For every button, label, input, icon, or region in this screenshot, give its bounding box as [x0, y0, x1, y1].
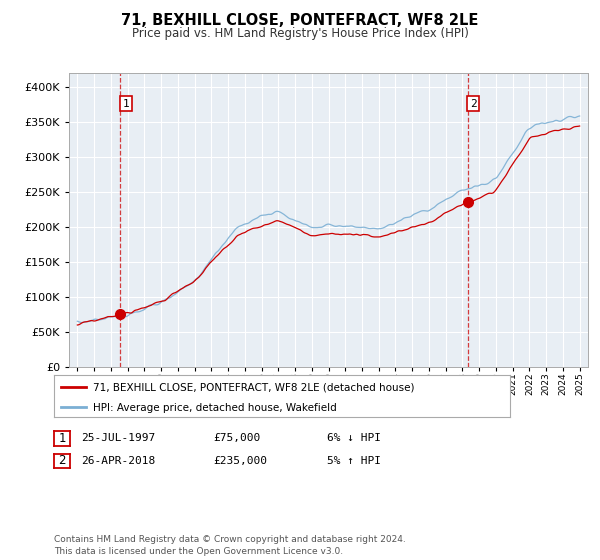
Text: 25-JUL-1997: 25-JUL-1997 [81, 433, 155, 444]
Text: 6% ↓ HPI: 6% ↓ HPI [327, 433, 381, 444]
Text: HPI: Average price, detached house, Wakefield: HPI: Average price, detached house, Wake… [93, 403, 337, 413]
Text: £235,000: £235,000 [213, 456, 267, 466]
Text: Contains HM Land Registry data © Crown copyright and database right 2024.
This d: Contains HM Land Registry data © Crown c… [54, 535, 406, 556]
Text: 1: 1 [122, 99, 129, 109]
Text: 2: 2 [470, 99, 476, 109]
Text: 1: 1 [58, 432, 66, 445]
Text: 71, BEXHILL CLOSE, PONTEFRACT, WF8 2LE (detached house): 71, BEXHILL CLOSE, PONTEFRACT, WF8 2LE (… [93, 383, 414, 393]
Text: 2: 2 [58, 454, 66, 468]
Text: Price paid vs. HM Land Registry's House Price Index (HPI): Price paid vs. HM Land Registry's House … [131, 27, 469, 40]
Text: 71, BEXHILL CLOSE, PONTEFRACT, WF8 2LE: 71, BEXHILL CLOSE, PONTEFRACT, WF8 2LE [121, 13, 479, 28]
Text: 26-APR-2018: 26-APR-2018 [81, 456, 155, 466]
Text: 5% ↑ HPI: 5% ↑ HPI [327, 456, 381, 466]
Text: £75,000: £75,000 [213, 433, 260, 444]
